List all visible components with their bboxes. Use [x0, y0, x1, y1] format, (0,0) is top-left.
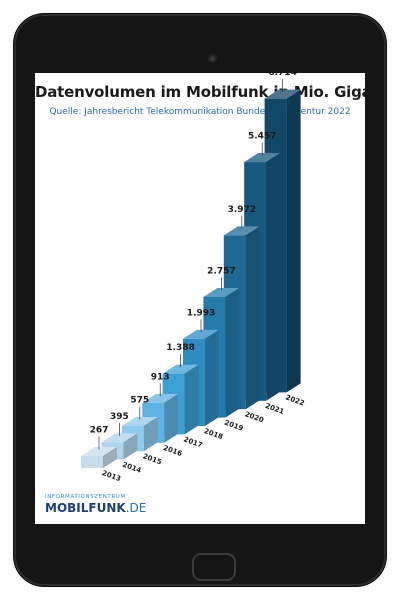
category-label-2019: 2019	[223, 419, 244, 433]
category-label-2018: 2018	[203, 427, 224, 441]
logo-wordmark: MOBILFUNK.DE	[45, 501, 146, 515]
category-label-2016: 2016	[162, 444, 183, 458]
bar-side-face	[184, 364, 199, 435]
logo-tagline: INFORMATIONSZENTRUM	[45, 494, 126, 500]
value-label-2018: 1.993	[187, 308, 215, 318]
bar-side-face	[143, 417, 158, 452]
category-label-2014: 2014	[121, 461, 142, 475]
category-label-2020: 2020	[244, 410, 265, 424]
bar-top-face	[183, 329, 219, 339]
category-label-2021: 2021	[264, 402, 285, 416]
logo-name: MOBILFUNK	[45, 501, 126, 515]
bar-side-face	[123, 433, 138, 460]
bar-side-face	[205, 329, 219, 426]
value-label-2022: 6.714	[268, 73, 296, 78]
bar-side-face	[286, 89, 301, 393]
tablet-screen: Datenvolumen im Mobilfunk in Mio. Gigaby…	[35, 73, 365, 524]
value-label-2017: 1.388	[166, 343, 194, 353]
bar-top-face	[203, 287, 240, 297]
bar-side-face	[103, 447, 117, 468]
bar-top-face	[142, 393, 179, 403]
value-label-2021: 5.457	[248, 132, 276, 142]
bar-side-face	[245, 226, 260, 410]
bar-top-face	[101, 433, 138, 443]
value-label-2019: 2.757	[207, 266, 235, 276]
value-label-2020: 3.972	[228, 205, 256, 215]
home-button[interactable]	[192, 553, 236, 581]
logo-domain: .DE	[125, 501, 147, 515]
category-label-2022: 2022	[284, 393, 305, 407]
chart-subtitle: Quelle: Jahresbericht Telekommunikation …	[49, 107, 351, 117]
value-label-2014: 395	[110, 412, 129, 422]
bar-side-face	[266, 153, 281, 401]
bar-side-face	[225, 287, 240, 418]
value-label-2016: 913	[151, 372, 170, 382]
brand-logo: INFORMATIONSZENTRUM MOBILFUNK.DE	[45, 494, 146, 515]
bar-top-face	[121, 417, 158, 427]
value-label-2015: 575	[130, 396, 149, 406]
bar-top-face	[264, 89, 301, 99]
category-label-2015: 2015	[142, 452, 163, 466]
bar-top-face	[244, 153, 281, 163]
bar-chart: 267 2013 395 2014 575 2015 913 2016 1.388 2017 1.9…	[81, 73, 306, 483]
camera-icon	[208, 54, 217, 63]
bar-top-face	[223, 226, 260, 236]
category-label-2013: 2013	[101, 469, 122, 483]
value-label-2013: 267	[90, 426, 109, 436]
bar-top-face	[162, 364, 199, 374]
bar-side-face	[164, 393, 179, 443]
bar-top-face	[81, 447, 117, 456]
bar-front-face	[81, 456, 103, 468]
bar-2013	[81, 447, 117, 468]
category-label-2017: 2017	[182, 435, 203, 449]
